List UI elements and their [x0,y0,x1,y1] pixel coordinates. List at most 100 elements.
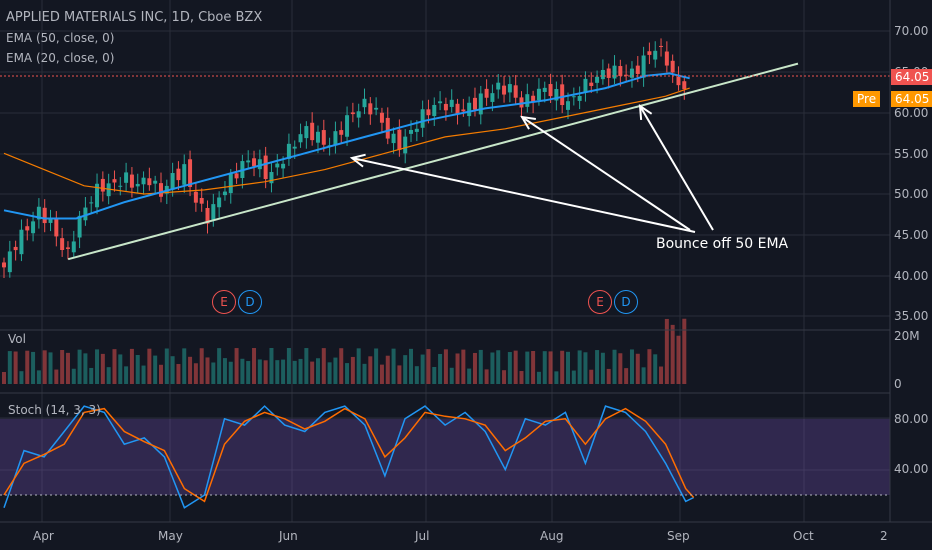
volume-bar [135,354,140,384]
candle-body [438,101,443,104]
candle-body [443,103,448,111]
time-tick: Jun [279,529,298,543]
volume-bar [211,362,216,384]
candle-body [653,50,658,60]
volume-bar [83,353,88,384]
arrow-head [349,153,366,168]
volume-bar [188,356,193,384]
volume-bar [600,352,605,384]
volume-bar [676,335,681,384]
candle-body [54,218,59,237]
volume-bar [106,367,111,384]
candle-body [234,173,239,179]
candle-body [95,183,100,208]
candle-body [246,160,251,163]
earnings-icon[interactable]: E [588,290,612,314]
candle-body [345,115,350,137]
candle-body [205,208,210,224]
candle-body [170,173,175,190]
volume-bar [77,349,82,384]
volume-bar [490,352,495,384]
candle-body [339,130,344,135]
earnings-icon[interactable]: E [212,290,236,314]
volume-bar [298,358,303,384]
volume-bar [240,358,245,384]
dividend-icon[interactable]: D [238,290,262,314]
candle-body [65,247,70,249]
price-tick: 45.00 [894,228,929,242]
volume-bar [13,351,18,384]
volume-bar [71,368,76,384]
time-tick: Aug [540,529,564,543]
volume-bar [112,349,117,384]
volume-bar [478,349,483,384]
volume-bar [548,351,553,384]
volume-bar [664,318,669,384]
price-tick: 55.00 [894,147,929,161]
volume-bar [315,358,320,384]
candle-body [356,111,361,118]
candle-body [315,131,320,143]
dividend-icon[interactable]: D [614,290,638,314]
volume-bar [129,348,134,384]
symbol-title[interactable]: APPLIED MATERIALS INC, 1D, Cboe BZX [6,10,263,25]
volume-bar [153,355,158,384]
time-tick: Jul [415,529,430,543]
volume-bar [391,348,396,384]
candle-body [100,178,105,192]
volume-bar [118,354,123,384]
volume-bar [571,370,576,384]
volume-bar [199,348,204,384]
volume-bar [31,351,36,384]
candle-body [106,183,111,197]
candle-body [25,226,30,231]
volume-bar [438,354,443,384]
candle-body [583,78,588,92]
volume-bar [222,358,227,384]
volume-bar [48,352,53,384]
volume-bar [124,366,129,384]
ema20-legend[interactable]: EMA (20, close, 0) [6,51,115,65]
ema50-legend[interactable]: EMA (50, close, 0) [6,31,115,45]
volume-bar [304,348,309,384]
volume-bar [409,348,414,384]
volume-bar [443,349,448,384]
candle-body [420,109,425,128]
candle-body [589,82,594,86]
price-tick: 70.00 [894,24,929,38]
candle-body [432,104,437,117]
candle-body [310,122,315,141]
stoch-legend[interactable]: Stoch (14, 3, 3) [8,403,101,417]
volume-bar [286,348,291,384]
candle-body [211,204,216,220]
volume-bar [321,348,326,384]
candle-body [554,89,559,101]
volume-bar [246,361,251,384]
volume-bar [496,350,501,384]
candle-body [490,93,495,102]
candle-body [659,45,664,47]
volume-bar [397,365,402,384]
volume-bar [426,349,431,384]
volume-bar [327,362,332,384]
volume-bar [193,363,198,384]
candle-body [188,159,193,187]
candle-body [461,109,466,112]
candle-body [484,88,489,98]
volume-bar [629,349,634,384]
annotation-text[interactable]: Bounce off 50 EMA [656,236,789,252]
volume-bar [345,363,350,384]
volume-bar [612,349,617,384]
volume-bar [566,351,571,384]
volume-legend[interactable]: Vol [8,332,26,346]
annotation-arrows[interactable] [349,104,714,233]
volume-bar [234,348,239,384]
trendline[interactable] [67,62,799,261]
time-tick: Apr [33,529,54,543]
candle-body [36,206,41,220]
candle-body [414,128,419,132]
volume-bar [350,356,355,384]
volume-bar [519,371,524,384]
candle-body [374,107,379,110]
